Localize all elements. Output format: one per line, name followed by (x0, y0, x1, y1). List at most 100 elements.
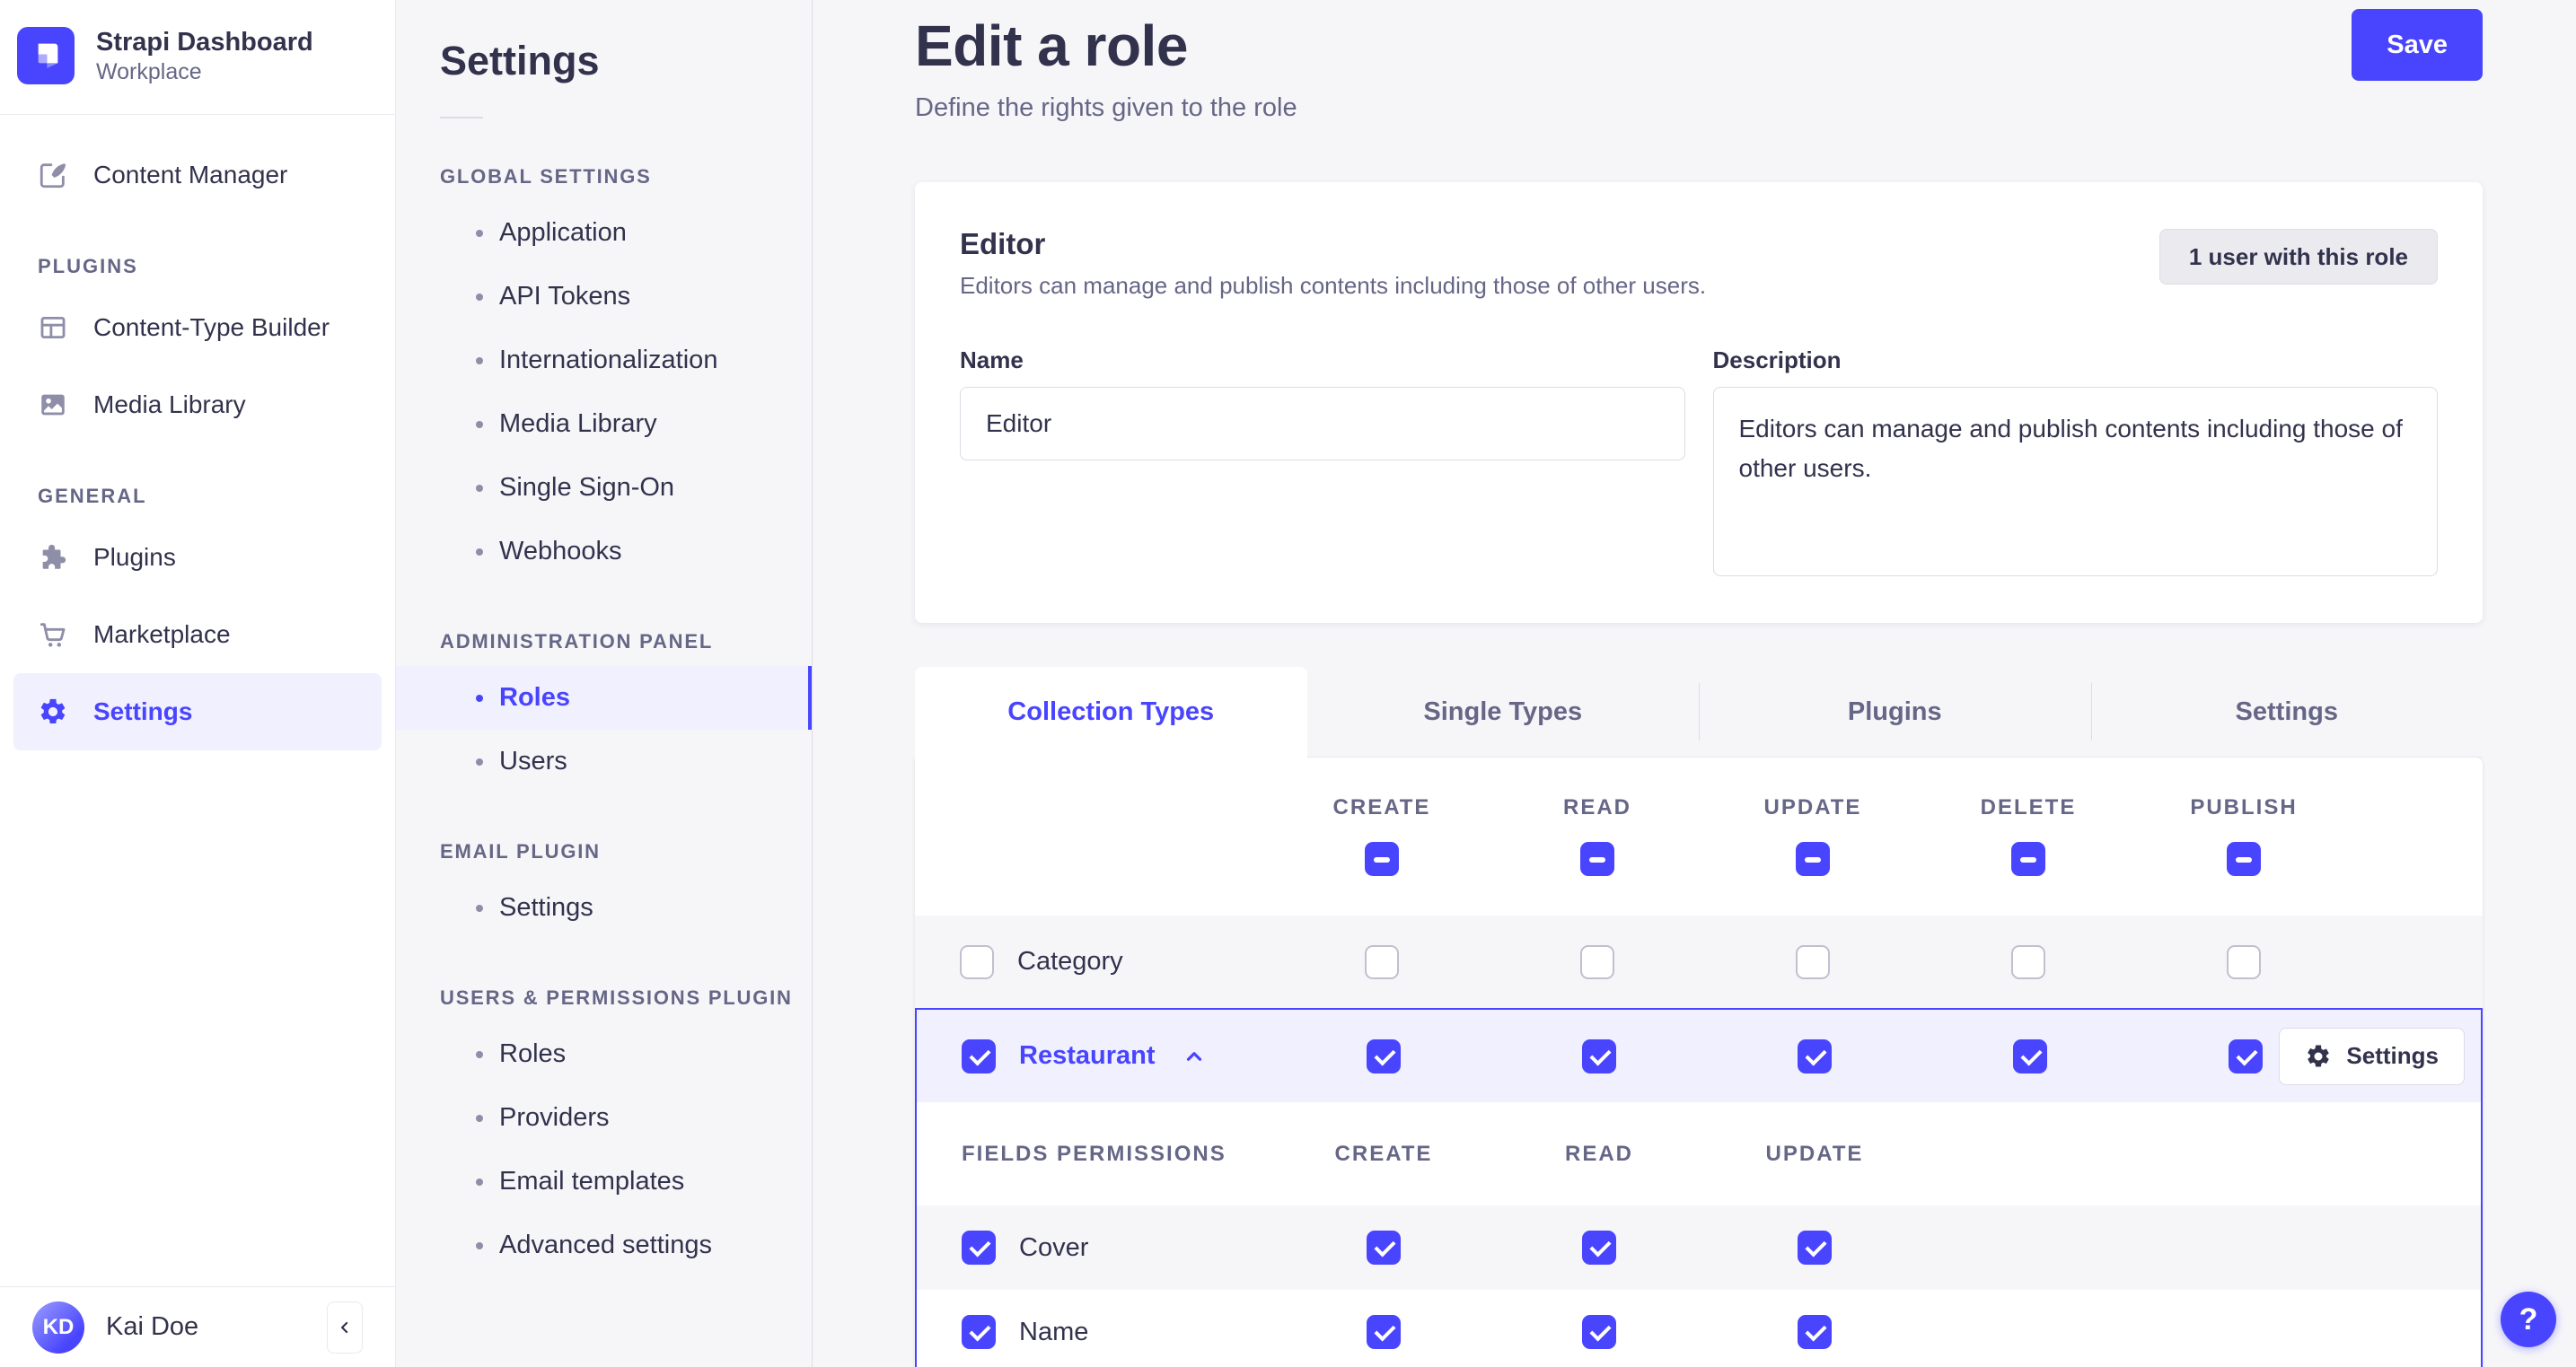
category-row-checkbox[interactable] (960, 944, 994, 979)
category-create-checkbox[interactable] (1365, 944, 1399, 979)
cover-read-checkbox[interactable] (1582, 1231, 1616, 1265)
restaurant-publish-checkbox[interactable] (2229, 1038, 2263, 1073)
restaurant-read-checkbox[interactable] (1582, 1038, 1616, 1073)
cover-row-checkbox[interactable] (962, 1231, 996, 1265)
bullet-icon (476, 1178, 483, 1186)
subnav-item-label: Roles (499, 1039, 567, 1068)
restaurant-update-checkbox[interactable] (1798, 1038, 1832, 1073)
category-read-checkbox[interactable] (1580, 944, 1614, 979)
select-all-create-checkbox[interactable] (1365, 842, 1399, 876)
main-sidebar: Strapi Dashboard Workplace Content Manag… (0, 0, 396, 1367)
users-with-role-button[interactable]: 1 user with this role (2158, 229, 2438, 285)
subnav-item-label: Internationalization (499, 346, 718, 374)
subnav-item-single-sign-on[interactable]: Single Sign-On (396, 456, 812, 520)
subnav-list: Roles Providers Email templates Advanced… (396, 1022, 812, 1277)
tab-collection-types[interactable]: Collection Types (915, 667, 1307, 758)
sidebar-item-label: Content Manager (93, 160, 288, 188)
select-all-read-checkbox[interactable] (1580, 842, 1614, 876)
subnav-list: Roles Users (396, 666, 812, 793)
subnav-item-roles[interactable]: Roles (396, 666, 812, 730)
role-description-text: Editors can manage and publish contents … (960, 272, 1707, 299)
grid-icon (38, 312, 68, 343)
restaurant-create-checkbox[interactable] (1367, 1038, 1401, 1073)
workspace-switcher[interactable]: Strapi Dashboard Workplace (0, 0, 395, 115)
tab-settings[interactable]: Settings (2090, 667, 2483, 758)
sidebar-item-marketplace[interactable]: Marketplace (0, 596, 395, 673)
subnav-item-api-tokens[interactable]: API Tokens (396, 265, 812, 329)
bullet-icon (476, 1241, 483, 1249)
save-button[interactable]: Save (2352, 9, 2483, 81)
subnav-item-advanced-settings[interactable]: Advanced settings (396, 1214, 812, 1277)
page-title: Edit a role (915, 13, 1188, 78)
restaurant-settings-button[interactable]: Settings (2279, 1027, 2465, 1085)
subnav-item-up-roles[interactable]: Roles (396, 1022, 812, 1086)
tab-plugins[interactable]: Plugins (1699, 667, 2091, 758)
subnav-item-application[interactable]: Application (396, 201, 812, 265)
settings-subnav: Settings GLOBAL SETTINGS Application API… (396, 0, 813, 1367)
role-name-heading: Editor (960, 227, 1046, 260)
help-button[interactable]: ? (2501, 1292, 2556, 1347)
subnav-item-providers[interactable]: Providers (396, 1086, 812, 1150)
sidebar-item-settings[interactable]: Settings (13, 672, 382, 750)
nav-section-general: GENERAL (38, 484, 147, 507)
tab-single-types[interactable]: Single Types (1306, 667, 1699, 758)
column-publish: PUBLISH (2136, 758, 2352, 876)
chevron-left-icon (336, 1319, 354, 1336)
category-publish-checkbox[interactable] (2227, 944, 2261, 979)
sidebar-item-media-library[interactable]: Media Library (0, 366, 395, 443)
avatar[interactable]: KD (32, 1301, 84, 1354)
select-all-update-checkbox[interactable] (1796, 842, 1830, 876)
bullet-icon (476, 420, 483, 428)
select-all-delete-checkbox[interactable] (2011, 842, 2045, 876)
restaurant-expanded-section: Restaurant Setting (915, 1008, 2483, 1367)
category-update-checkbox[interactable] (1796, 944, 1830, 979)
fields-permissions-label: FIELDS PERMISSIONS (962, 1141, 1226, 1166)
role-name-input[interactable] (960, 387, 1685, 460)
subnav-item-webhooks[interactable]: Webhooks (396, 520, 812, 583)
subnav-item-media-library[interactable]: Media Library (396, 392, 812, 456)
subnav-item-email-settings[interactable]: Settings (396, 876, 812, 940)
role-description-input[interactable]: Editors can manage and publish contents … (1712, 387, 2438, 576)
subnav-divider (440, 117, 483, 118)
cover-update-checkbox[interactable] (1798, 1231, 1832, 1265)
chevron-up-icon[interactable] (1182, 1045, 1206, 1068)
description-field-group: Description Editors can manage and publi… (1712, 346, 2438, 576)
subnav-item-label: Single Sign-On (499, 473, 675, 502)
subnav-item-users[interactable]: Users (396, 730, 812, 793)
subnav-item-email-templates[interactable]: Email templates (396, 1150, 812, 1214)
column-update: UPDATE (1705, 758, 1921, 876)
main-nav: Content Manager PLUGINS Content-Type Bui… (0, 115, 395, 1286)
name-update-checkbox[interactable] (1798, 1315, 1832, 1349)
sidebar-item-content-manager[interactable]: Content Manager (0, 136, 395, 214)
row-label[interactable]: Category (1017, 947, 1123, 976)
table-row-cover: Cover (917, 1205, 2481, 1290)
collapse-sidebar-button[interactable] (327, 1301, 363, 1354)
restaurant-row-checkbox[interactable] (962, 1038, 996, 1073)
category-delete-checkbox[interactable] (2011, 944, 2045, 979)
permissions-table: CREATE READ UPDATE DELETE PUBLISH (915, 758, 2483, 1367)
cover-create-checkbox[interactable] (1367, 1231, 1401, 1265)
column-label: READ (1562, 795, 1631, 819)
select-all-publish-checkbox[interactable] (2227, 842, 2261, 876)
role-details-card: Editor Editors can manage and publish co… (915, 182, 2483, 623)
name-field-group: Name (960, 346, 1685, 576)
row-label[interactable]: Restaurant (1019, 1041, 1156, 1070)
sidebar-item-plugins[interactable]: Plugins (0, 519, 395, 596)
name-row-checkbox[interactable] (962, 1315, 996, 1349)
column-create: CREATE (1274, 758, 1490, 876)
page-subtitle: Define the rights given to the role (915, 93, 1297, 122)
column-label: CREATE (1332, 795, 1431, 819)
sidebar-item-label: Plugins (93, 542, 176, 571)
name-read-checkbox[interactable] (1582, 1315, 1616, 1349)
name-create-checkbox[interactable] (1367, 1315, 1401, 1349)
subnav-section-global-settings: GLOBAL SETTINGS (440, 165, 652, 188)
restaurant-delete-checkbox[interactable] (2013, 1038, 2047, 1073)
bullet-icon (476, 484, 483, 492)
subnav-item-label: Settings (499, 893, 593, 922)
subnav-item-internationalization[interactable]: Internationalization (396, 329, 812, 392)
table-row-category: Category (915, 916, 2483, 1008)
app-title: Strapi Dashboard (96, 28, 313, 57)
subnav-item-label: Roles (499, 683, 570, 712)
sidebar-item-label: Content-Type Builder (93, 312, 330, 341)
sidebar-item-content-type-builder[interactable]: Content-Type Builder (0, 289, 395, 366)
